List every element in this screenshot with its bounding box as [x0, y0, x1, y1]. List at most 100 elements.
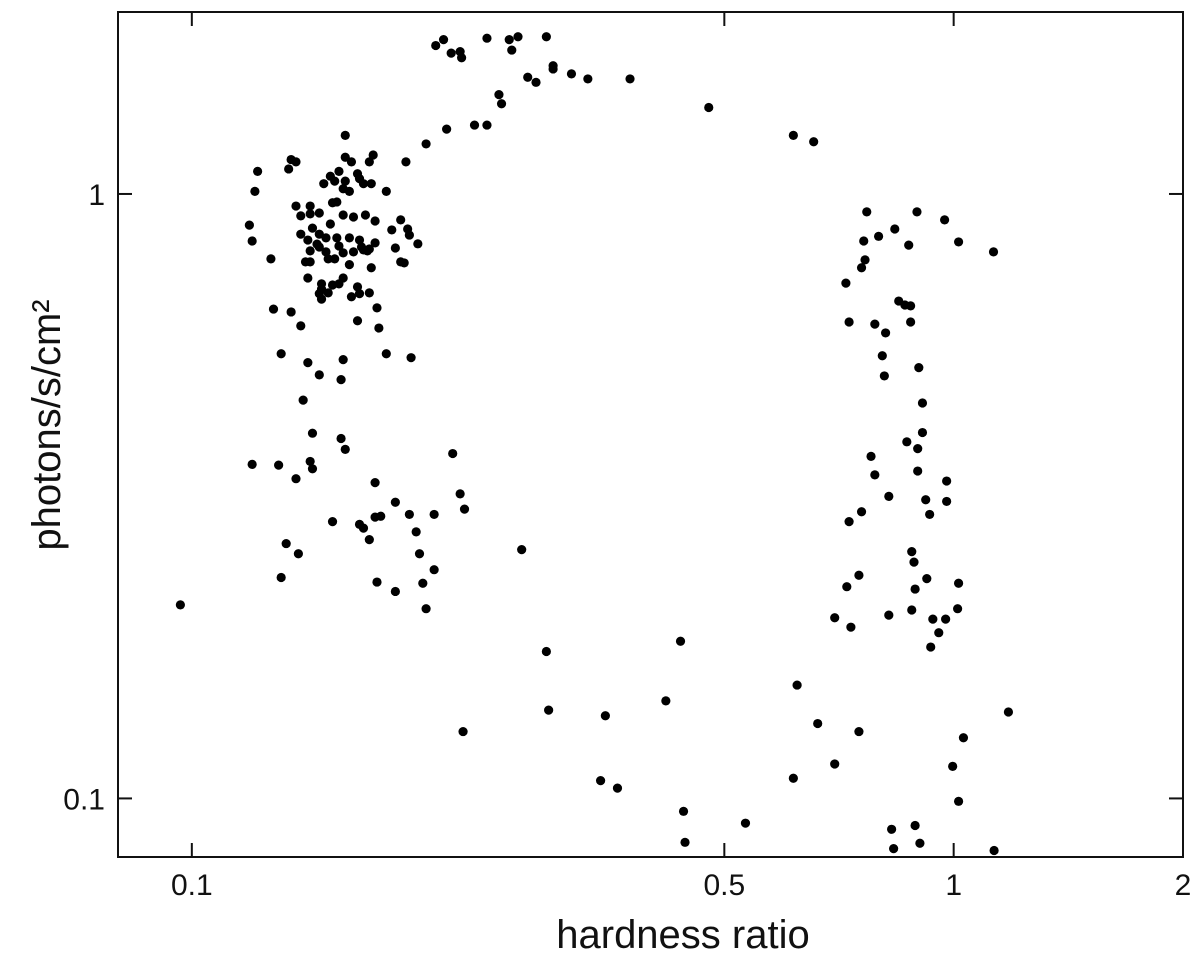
data-point [870, 470, 880, 480]
x-tick-label: 1 [945, 869, 962, 902]
data-point [370, 216, 380, 226]
data-point [370, 478, 380, 488]
data-point [446, 48, 456, 58]
data-point [458, 726, 468, 737]
data-point [305, 209, 315, 219]
data-point [366, 179, 376, 189]
data-point [286, 307, 296, 317]
data-point [448, 448, 458, 459]
data-point [334, 166, 344, 176]
data-point [877, 351, 887, 361]
data-point [429, 509, 439, 520]
data-point [390, 586, 400, 597]
data-point [364, 244, 374, 254]
data-point [314, 229, 324, 239]
data-point [953, 796, 964, 806]
data-point [504, 35, 514, 45]
data-point [281, 538, 291, 549]
data-point [531, 77, 541, 87]
data-point [368, 150, 378, 160]
data-point [314, 242, 324, 252]
data-point [344, 186, 354, 196]
data-point [421, 604, 431, 614]
data-point [940, 215, 950, 225]
data-point [300, 257, 311, 267]
data-point [880, 328, 891, 338]
data-point [600, 711, 610, 721]
data-point [926, 642, 936, 652]
data-point [921, 495, 931, 505]
data-point [904, 240, 914, 250]
data-point [842, 582, 852, 592]
data-point [266, 254, 276, 264]
data-point [338, 248, 348, 258]
data-point [370, 238, 380, 248]
data-point [988, 247, 999, 257]
data-point [316, 294, 327, 304]
data-point [396, 215, 406, 225]
data-point [305, 246, 315, 256]
data-point [404, 509, 414, 520]
data-point [431, 40, 441, 51]
data-point [327, 517, 338, 527]
data-point [354, 289, 365, 299]
data-point [517, 545, 527, 555]
data-point [336, 433, 346, 444]
x-tick-label: 2 [1175, 869, 1192, 902]
data-point [291, 157, 301, 167]
data-point [704, 102, 714, 113]
data-point [303, 235, 313, 245]
data-point [910, 584, 920, 594]
data-point [854, 570, 864, 580]
data-point [276, 572, 286, 583]
data-point [917, 427, 928, 438]
data-point [404, 230, 414, 240]
data-point [680, 837, 690, 847]
data-point [348, 212, 359, 222]
data-point [912, 207, 922, 217]
data-point [244, 220, 254, 230]
data-point [338, 210, 348, 220]
data-point [884, 610, 894, 620]
data-point [360, 210, 371, 220]
data-point [323, 254, 333, 264]
data-point [413, 239, 423, 249]
data-point [625, 74, 635, 84]
data-point [455, 489, 465, 499]
data-point [314, 370, 324, 380]
data-point [354, 235, 365, 245]
data-point [507, 45, 517, 55]
data-point [307, 223, 318, 233]
data-point [788, 773, 798, 783]
data-point [421, 139, 431, 149]
data-point [346, 292, 357, 302]
data-point [250, 186, 260, 196]
data-point [595, 776, 606, 786]
data-point [870, 319, 880, 329]
data-point [372, 303, 382, 313]
data-point [381, 186, 391, 196]
data-point [307, 464, 318, 474]
data-point [830, 613, 840, 623]
x-axis-label: hardness ratio [556, 913, 809, 956]
data-point [661, 696, 671, 706]
data-point [906, 301, 916, 311]
data-point [321, 247, 331, 257]
data-point [941, 614, 951, 624]
data-point [1003, 707, 1014, 717]
data-point [830, 759, 840, 769]
data-point [330, 254, 340, 264]
data-point [364, 535, 374, 545]
data-point [387, 225, 397, 235]
data-point [612, 783, 623, 793]
data-point [513, 32, 523, 42]
data-point [788, 130, 798, 140]
data-point [889, 844, 899, 854]
data-point [494, 90, 504, 100]
data-point [358, 523, 369, 533]
data-point [860, 255, 870, 265]
data-point [548, 64, 558, 74]
data-point [247, 236, 257, 246]
data-point [678, 806, 689, 816]
data-point [844, 517, 854, 527]
